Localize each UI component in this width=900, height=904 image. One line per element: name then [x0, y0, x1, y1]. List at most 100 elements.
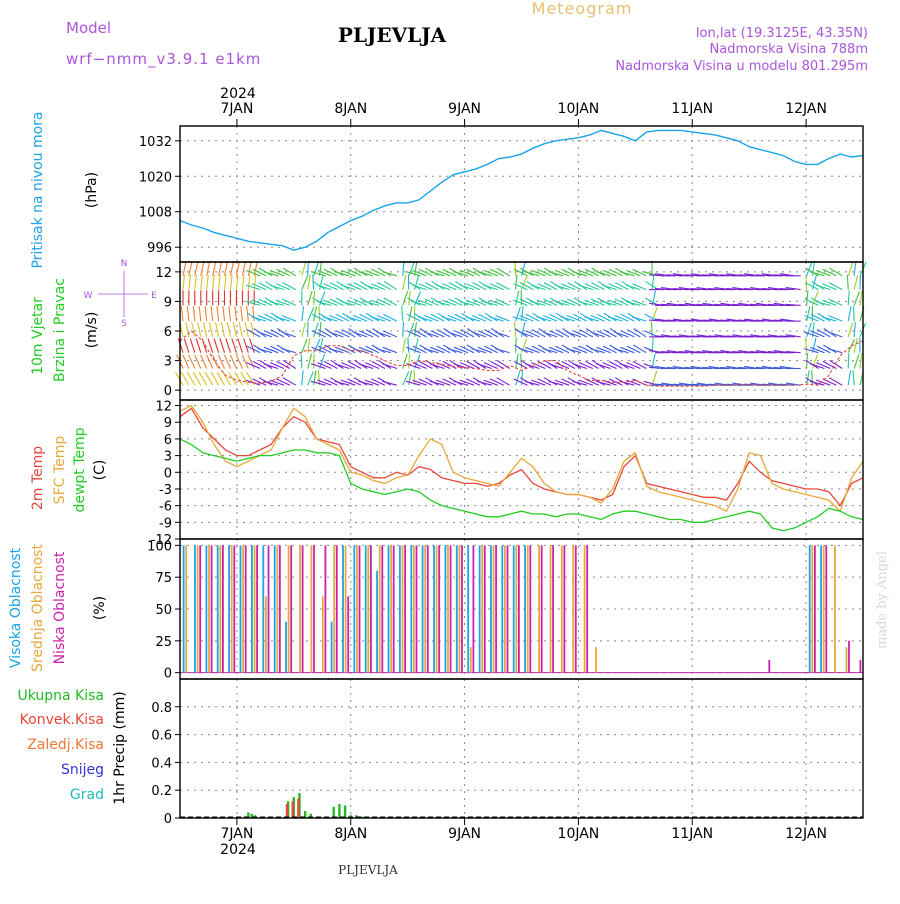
wind-vector: [359, 331, 373, 337]
wind-vector: [324, 361, 337, 368]
wind-vector: [192, 322, 195, 337]
y-tick-label: 1020: [139, 170, 172, 185]
wind-vector: [403, 322, 404, 337]
wind-vector: [186, 322, 189, 337]
wind-vector: [198, 322, 201, 337]
wind-vector: [562, 269, 576, 276]
cloud-bar-niska: [552, 545, 554, 672]
wind-vector: [224, 355, 230, 369]
wind-vector: [205, 372, 213, 385]
wind-vector: [205, 306, 207, 321]
wind-vector: [556, 346, 570, 353]
cloud-bar-visoka: [365, 545, 367, 672]
dir-legend-w: W: [84, 291, 93, 301]
cloud-bar-visoka: [274, 545, 276, 672]
cloud-bar-visoka: [410, 545, 412, 672]
wind-vector: [210, 322, 213, 337]
precip-bar-ukupna: [338, 804, 340, 818]
cloud-bar-srednja: [846, 647, 848, 673]
wind-vector: [217, 306, 219, 321]
wind-vector: [652, 371, 657, 385]
cloud-bar-niska: [473, 545, 475, 672]
wind-vector: [184, 338, 189, 352]
cloud-bar-niska: [450, 545, 452, 672]
label-pritisak: Pritisak na nivou mora: [30, 111, 46, 268]
cloud-bar-visoka: [285, 622, 287, 673]
wind-vector: [193, 306, 195, 321]
footer-station: PLJEVLJA: [338, 863, 398, 877]
wind-vector: [232, 338, 237, 352]
label-sfc-temp: SFC Temp: [52, 436, 68, 505]
wind-vector: [574, 314, 587, 321]
cloud-bar-niska: [290, 545, 292, 672]
wind-vector: [314, 306, 317, 321]
wind-vector: [854, 354, 859, 368]
label-2m-temp: 2m Temp: [30, 446, 46, 510]
wind-vector: [627, 330, 640, 337]
cloud-bar-visoka: [490, 545, 492, 672]
wind-vector: [301, 354, 302, 369]
wind-vector: [384, 281, 397, 289]
wind-vector: [207, 355, 213, 369]
wind-vector: [265, 314, 278, 321]
wind-vector: [490, 269, 504, 276]
wind-vector: [201, 275, 203, 290]
wind-vector: [308, 275, 311, 290]
wind-vector: [225, 261, 228, 276]
wind-vector: [190, 338, 195, 352]
wind-vector: [497, 378, 510, 386]
y-tick-label: 996: [147, 241, 172, 256]
wind-vector: [854, 291, 859, 305]
wind-vector: [585, 269, 599, 276]
cloud-bar-visoka: [524, 545, 526, 672]
cloud-bar-niska: [370, 545, 372, 672]
wind-vector: [195, 275, 197, 290]
cloud-bar-niska: [302, 545, 304, 672]
cloud-bar-visoka: [251, 545, 253, 672]
wind-vector: [515, 261, 516, 276]
wind-vector: [302, 322, 306, 337]
wind-vector: [176, 372, 184, 385]
cloud-bar-visoka: [183, 545, 185, 672]
wind-vector: [220, 338, 225, 352]
wind-vector: [437, 346, 451, 353]
y-tick-label: 0: [164, 384, 172, 399]
precip-bar-ukupna: [333, 807, 335, 818]
wind-vector: [454, 331, 468, 337]
x-tick-label-top: 10JAN: [558, 101, 600, 117]
wind-vector: [805, 283, 818, 290]
dir-legend-s: S: [121, 319, 127, 329]
cloud-bar-niska: [199, 545, 201, 672]
x-tick-label-top: 7JAN: [220, 101, 253, 117]
wind-vector: [283, 378, 296, 386]
wind-vector: [241, 306, 243, 321]
wind-vector: [276, 284, 290, 290]
panel-frame: [180, 539, 863, 679]
wind-vector: [320, 261, 322, 276]
wind-vector: [419, 269, 433, 276]
cloud-bar-niska: [575, 545, 577, 672]
wind-vector: [403, 261, 404, 276]
cloud-bar-srednja: [242, 545, 244, 672]
wind-vector: [193, 372, 201, 385]
cloud-bar-niska: [313, 545, 315, 672]
wind-vector: [516, 371, 520, 385]
wind-vector: [431, 331, 445, 337]
wind-vector: [189, 355, 195, 369]
wind-vector: [199, 306, 201, 321]
label-srednja: Srednja Oblacnost: [30, 544, 46, 672]
wind-vector: [634, 329, 646, 337]
wind-vector: [538, 269, 552, 276]
cloud-bar-niska: [279, 545, 281, 672]
lonlat-text: lon,lat (19.3125E, 43.35N): [696, 26, 868, 41]
wind-vector: [532, 346, 546, 353]
wind-vector: [244, 338, 249, 352]
wind-vector: [271, 330, 284, 337]
wind-vector: [466, 379, 480, 385]
y-tick-label: 0.6: [151, 729, 172, 744]
temp-sfc-line: [180, 406, 863, 512]
wind-vector: [419, 379, 433, 385]
y-tick-label: 0: [164, 812, 172, 827]
cloud-bar-niska: [825, 545, 827, 672]
wind-vector: [403, 275, 406, 290]
